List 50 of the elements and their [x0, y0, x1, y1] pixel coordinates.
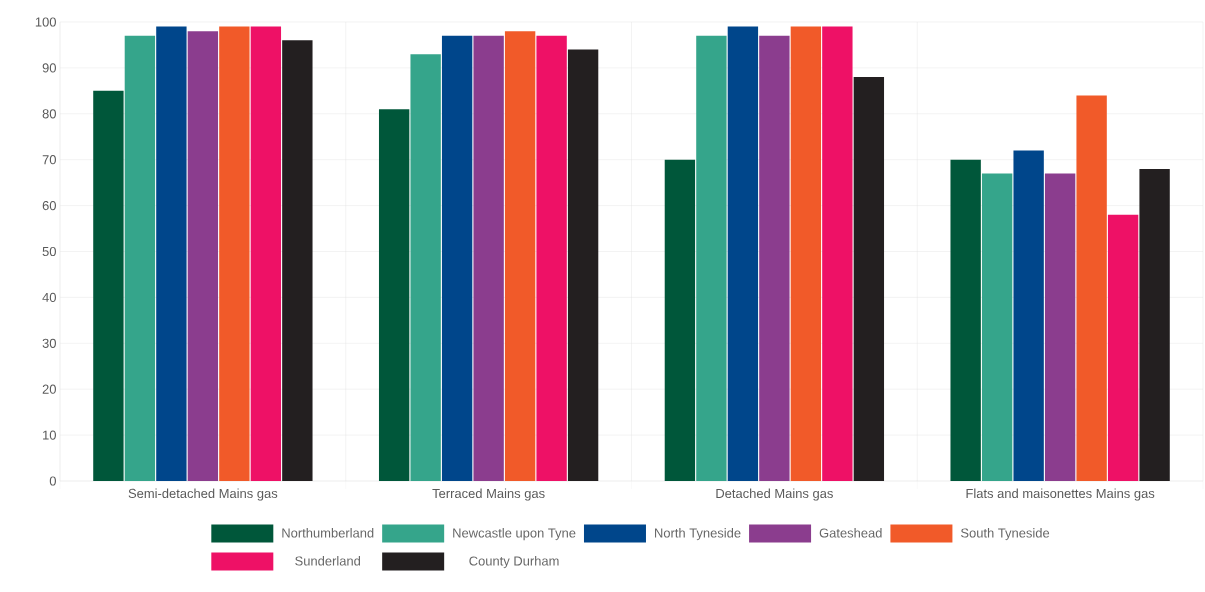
y-tick-label: 20 [42, 384, 56, 394]
y-tick-label: 80 [42, 109, 56, 119]
y-tick-label: 70 [42, 155, 56, 165]
bar [759, 35, 790, 481]
y-tick-label: 100 [35, 17, 56, 27]
bar [950, 159, 981, 481]
bar [250, 26, 282, 481]
bar [124, 35, 156, 481]
bar [473, 35, 504, 481]
y-tick-label: 40 [42, 292, 56, 302]
bar [93, 90, 124, 481]
bar [1107, 214, 1139, 481]
bar [504, 31, 536, 481]
bar [219, 26, 250, 481]
bar [853, 77, 885, 481]
x-tick-label: Detached Mains gas [716, 488, 833, 501]
y-tick-label: 90 [42, 63, 56, 73]
bar [822, 26, 853, 481]
bar [282, 40, 313, 481]
y-tick-label: 60 [42, 201, 56, 211]
bar [410, 54, 441, 481]
bar [664, 159, 696, 481]
y-tick-label: 0 [49, 476, 56, 486]
bar [187, 31, 219, 481]
bar [790, 26, 822, 481]
legend-label: Gateshead [819, 528, 882, 538]
y-tick-label: 10 [43, 430, 56, 440]
bar [378, 109, 410, 481]
x-tick-label: Terraced Mains gas [432, 488, 545, 501]
bar [536, 35, 567, 481]
legend-label: North Tyneside [655, 528, 741, 541]
bar [696, 35, 727, 481]
bar [1013, 150, 1044, 481]
y-tick-label: 30 [42, 338, 56, 348]
bar [981, 173, 1013, 481]
legend-label: Sunderland [295, 556, 361, 566]
x-tick-label: Flats and maisonettes Mains gas [966, 488, 1155, 501]
legend-label: Newcastle upon Tyne [453, 528, 576, 541]
bar [567, 49, 599, 481]
bar [727, 26, 759, 481]
bar [1044, 173, 1076, 481]
legend-label: South Tyneside [961, 528, 1050, 541]
bar [1139, 168, 1170, 481]
bar [1076, 95, 1107, 481]
legend-label: Northumberland [282, 528, 374, 538]
x-tick-label: Semi-detached Mains gas [128, 488, 278, 501]
y-tick-label: 50 [42, 246, 56, 257]
bar [156, 26, 187, 481]
legend-label: County Durham [469, 556, 559, 569]
bar [441, 35, 473, 481]
